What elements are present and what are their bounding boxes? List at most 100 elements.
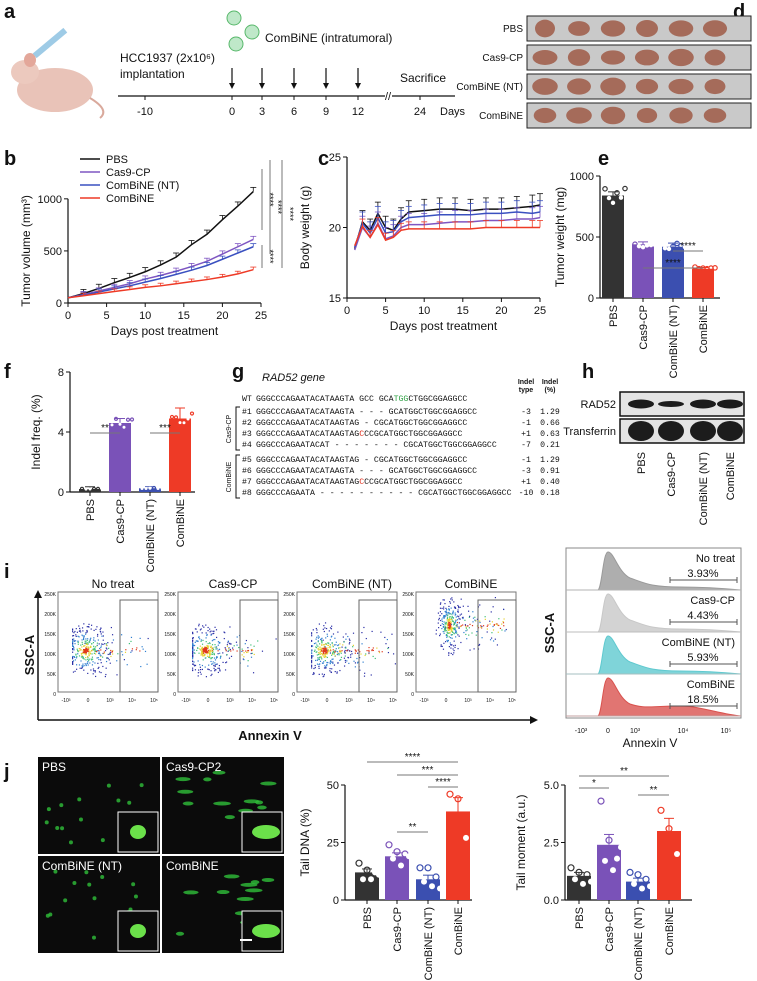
data-point	[614, 190, 620, 196]
event-dot	[98, 647, 101, 650]
event-dot	[247, 665, 249, 667]
event-dot	[224, 647, 226, 649]
event-dot	[192, 638, 194, 640]
comet-cell	[84, 870, 89, 875]
event-dot	[325, 627, 328, 630]
event-dot	[93, 629, 95, 632]
data-point	[160, 486, 164, 490]
event-dot	[374, 657, 376, 660]
event-dot	[100, 655, 102, 657]
event-dot	[331, 652, 334, 655]
event-dot	[463, 631, 465, 634]
scatter-x-tick: -10³	[182, 698, 191, 704]
event-dot	[192, 644, 194, 646]
event-dot	[447, 614, 449, 617]
scatter-y-tick: 50K	[405, 672, 415, 678]
comet-cell	[46, 807, 51, 812]
scatter-y-tick: 150K	[44, 632, 56, 638]
event-dot	[212, 653, 214, 655]
event-dot	[247, 649, 249, 652]
event-dot	[194, 669, 197, 671]
event-dot	[206, 633, 208, 636]
significance-label: ****	[680, 241, 696, 252]
event-dot	[318, 643, 321, 645]
event-dot	[124, 651, 127, 653]
event-dot	[324, 653, 326, 655]
significance-label: ****	[435, 777, 451, 788]
event-dot	[321, 643, 323, 646]
event-dot	[91, 643, 93, 645]
scatter-x-tick: 0	[326, 698, 329, 704]
event-dot	[339, 647, 341, 649]
event-dot	[72, 661, 74, 663]
event-dot	[437, 622, 439, 624]
event-dot	[444, 610, 446, 613]
nanoparticle-icon	[228, 36, 244, 52]
event-dot	[330, 650, 332, 652]
event-dot	[82, 665, 84, 668]
event-dot	[340, 650, 342, 653]
event-dot	[329, 644, 331, 646]
data-point	[682, 244, 688, 250]
event-dot	[210, 634, 212, 636]
event-dot	[456, 623, 458, 626]
event-dot	[202, 648, 204, 651]
bar-combine	[169, 418, 191, 492]
event-dot	[199, 664, 201, 666]
histogram-x-tick: 0	[606, 728, 610, 735]
x-tick-label: PBS	[85, 499, 97, 521]
event-dot	[220, 656, 222, 658]
event-dot	[102, 652, 104, 655]
event-dot	[116, 660, 118, 662]
mouse-ear	[24, 53, 36, 67]
event-dot	[232, 647, 234, 649]
panel-label-a: a	[4, 1, 16, 23]
event-dot	[451, 630, 453, 632]
event-dot	[247, 660, 249, 662]
event-dot	[205, 676, 208, 678]
blot-lane-label: Cas9-CP	[666, 452, 678, 497]
event-dot	[215, 629, 218, 631]
event-dot	[478, 644, 480, 646]
event-dot	[339, 669, 341, 672]
event-dot	[104, 675, 106, 678]
event-dot	[332, 644, 334, 646]
event-dot	[199, 648, 201, 650]
event-dot	[207, 651, 209, 654]
event-dot	[462, 624, 464, 626]
event-dot	[455, 620, 457, 622]
data-point	[622, 185, 628, 192]
event-dot	[81, 666, 83, 669]
gate-percentage: 3.93%	[687, 568, 718, 580]
data-point	[696, 265, 702, 272]
event-dot	[340, 656, 343, 658]
event-dot	[198, 669, 200, 671]
event-dot	[311, 665, 313, 667]
event-dot	[503, 618, 505, 620]
event-dot	[246, 651, 248, 654]
event-dot	[230, 655, 233, 657]
event-dot	[440, 624, 442, 627]
data-point	[610, 867, 616, 874]
event-dot	[196, 649, 198, 652]
event-dot	[88, 653, 90, 655]
event-dot	[321, 642, 323, 644]
event-dot	[330, 661, 333, 663]
data-point	[360, 876, 366, 883]
comet-cell	[106, 783, 111, 788]
event-dot	[126, 664, 128, 666]
event-dot	[73, 656, 75, 658]
event-dot	[205, 657, 207, 659]
event-dot	[446, 617, 449, 620]
event-dot	[202, 625, 204, 627]
event-dot	[72, 645, 75, 648]
event-dot	[450, 621, 452, 623]
event-dot	[322, 639, 324, 641]
event-dot	[357, 652, 359, 654]
event-dot	[201, 664, 204, 667]
event-dot	[213, 652, 215, 655]
tumor-image	[566, 107, 592, 124]
event-dot	[318, 663, 320, 666]
event-dot	[325, 653, 327, 655]
event-dot	[244, 643, 246, 645]
